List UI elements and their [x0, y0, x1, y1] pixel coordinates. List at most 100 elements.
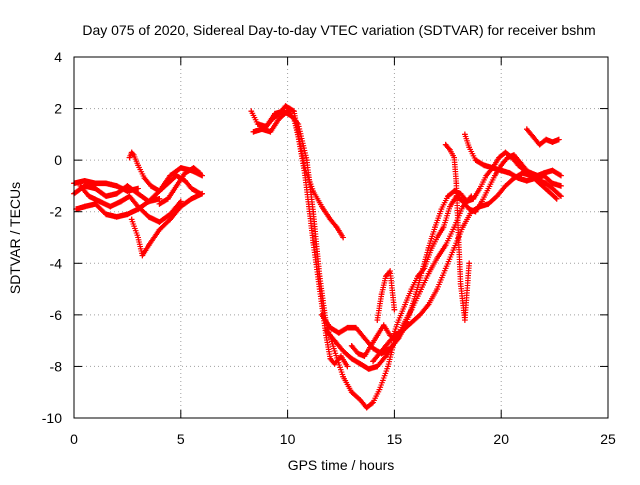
data-point — [92, 185, 99, 192]
data-point — [336, 330, 342, 336]
data-point — [361, 335, 368, 341]
data-point — [103, 193, 109, 200]
data-point — [549, 180, 556, 187]
data-point — [188, 185, 195, 192]
data-point — [190, 165, 197, 171]
data-point — [425, 301, 432, 308]
data-point — [466, 144, 472, 151]
data-point — [451, 154, 458, 161]
y-tick-label: -4 — [50, 255, 63, 271]
data-point — [462, 317, 468, 323]
data-point — [412, 291, 419, 298]
x-tick-label: 0 — [70, 431, 78, 447]
data-point — [124, 211, 131, 218]
data-point — [340, 373, 346, 380]
data-point — [558, 193, 564, 200]
data-point — [267, 128, 274, 135]
data-point — [316, 273, 323, 279]
data-point — [148, 183, 154, 189]
data-point — [188, 196, 195, 202]
data-point — [178, 198, 184, 205]
x-tick-label: 10 — [280, 431, 296, 447]
data-point — [468, 208, 475, 215]
data-point — [327, 355, 334, 362]
data-point — [145, 198, 152, 205]
x-tick-label: 20 — [493, 431, 509, 447]
data-point — [165, 180, 171, 187]
data-point — [491, 172, 498, 179]
data-point — [485, 201, 492, 207]
data-point — [549, 139, 556, 145]
data-point — [434, 286, 440, 292]
data-point — [408, 319, 415, 326]
data-point — [344, 363, 351, 370]
data-point — [421, 265, 428, 272]
data-series-track-07 — [156, 165, 203, 207]
data-point — [331, 361, 338, 367]
data-point — [178, 203, 184, 210]
data-point — [348, 355, 355, 362]
data-point — [113, 214, 120, 220]
data-point — [434, 234, 440, 241]
data-point — [310, 239, 317, 246]
data-point — [107, 203, 114, 210]
data-point — [165, 196, 171, 202]
series-markers — [524, 126, 562, 148]
data-point — [310, 208, 317, 215]
data-point — [374, 332, 381, 339]
data-point — [380, 322, 387, 328]
y-tick-label: 4 — [54, 49, 62, 65]
data-point — [376, 386, 383, 393]
data-point — [370, 399, 376, 406]
data-point — [383, 353, 389, 359]
data-point — [280, 108, 287, 114]
plot-frame — [73, 56, 609, 419]
data-point — [536, 141, 543, 148]
data-point — [440, 224, 447, 230]
data-series-track-04 — [77, 183, 184, 225]
data-point — [156, 188, 163, 194]
data-point — [167, 216, 173, 223]
data-point — [558, 172, 564, 179]
data-series-track-17 — [442, 141, 472, 323]
data-point — [327, 216, 334, 223]
data-point — [357, 397, 364, 403]
data-point — [291, 108, 297, 114]
data-point — [271, 110, 278, 117]
data-point — [376, 350, 383, 357]
data-point — [338, 353, 344, 359]
data-point — [519, 170, 526, 176]
data-point — [156, 226, 163, 233]
data-point — [357, 361, 364, 367]
data-point — [504, 154, 511, 161]
data-point — [92, 201, 99, 207]
data-point — [295, 134, 302, 140]
data-point — [81, 203, 88, 210]
data-point — [553, 196, 560, 202]
data-point — [393, 337, 400, 344]
data-point — [86, 193, 92, 200]
data-point — [451, 245, 458, 251]
data-point — [77, 183, 84, 189]
data-point — [276, 116, 282, 122]
data-point — [477, 203, 483, 210]
data-point — [173, 172, 180, 179]
data-point — [400, 327, 406, 334]
data-point — [145, 242, 152, 249]
data-point — [417, 312, 423, 318]
y-tick-label: -10 — [42, 410, 62, 426]
data-point — [173, 183, 180, 189]
data-point — [135, 162, 141, 169]
grid-lines — [74, 57, 608, 418]
data-point — [374, 363, 381, 370]
data-point — [370, 358, 376, 365]
data-point — [348, 343, 355, 349]
data-point — [141, 175, 148, 181]
data-point — [485, 185, 492, 192]
y-tick-label: 0 — [54, 152, 62, 168]
data-point — [543, 136, 549, 143]
data-point — [391, 332, 398, 339]
data-point — [402, 301, 408, 308]
